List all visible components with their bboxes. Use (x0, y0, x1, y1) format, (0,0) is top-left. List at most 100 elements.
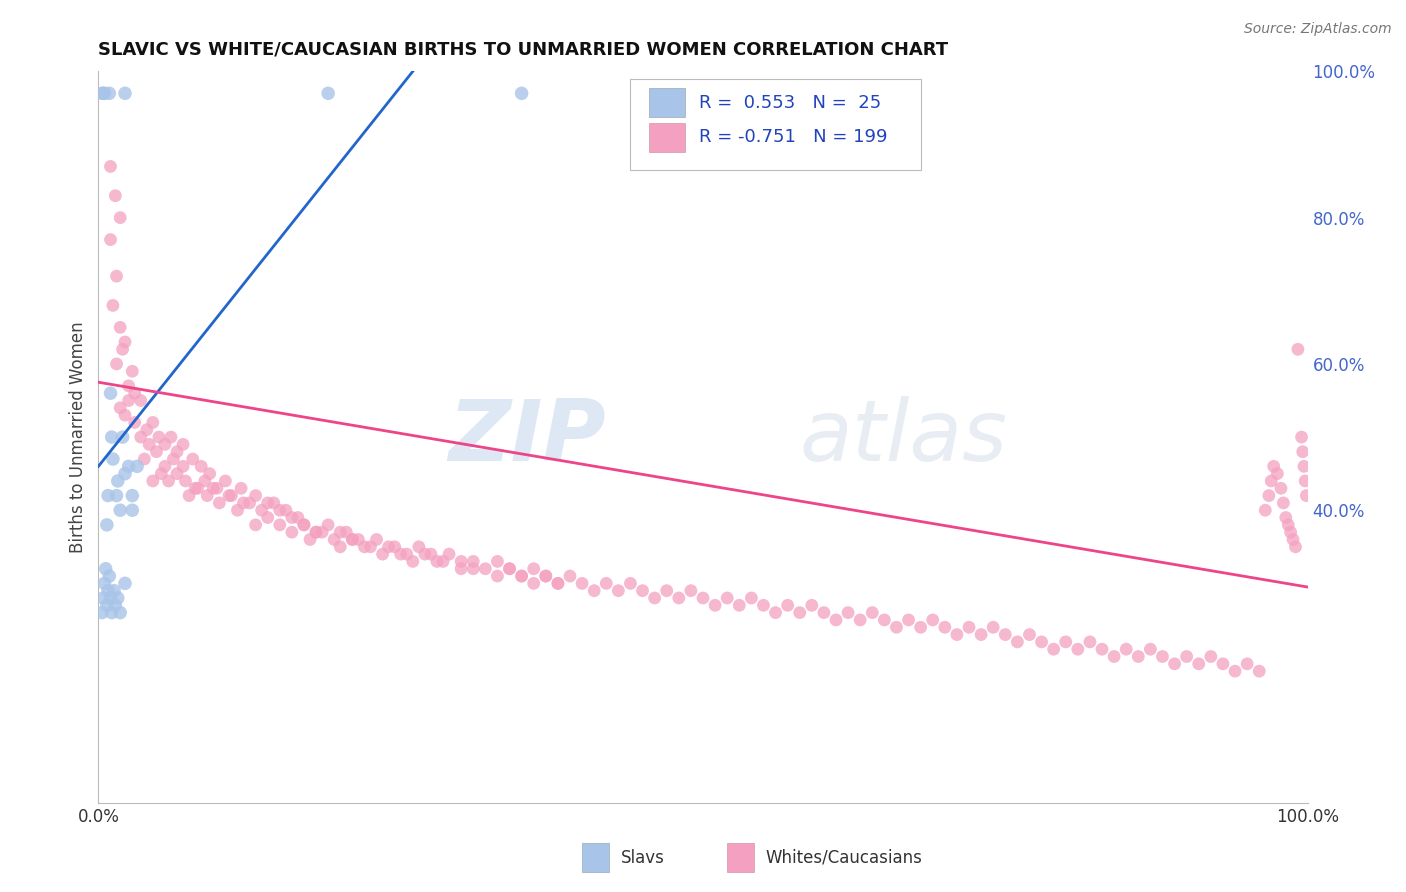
Point (91, 87, 114, 101)
Point (93, 576, 115, 591)
Point (135, 423, 157, 437)
Point (316, 87, 339, 101)
Point (108, 211, 131, 225)
Point (195, 489, 218, 503)
Point (342, 533, 364, 547)
Point (98, 569, 121, 583)
Point (129, 430, 152, 444)
Point (765, 606, 787, 620)
Point (100, 591, 122, 605)
Point (179, 489, 201, 503)
Point (232, 496, 254, 510)
Point (124, 416, 146, 430)
Point (129, 393, 152, 408)
Point (97, 489, 120, 503)
Point (994, 627, 1017, 641)
Point (208, 496, 231, 510)
FancyBboxPatch shape (648, 122, 685, 152)
Point (104, 599, 127, 613)
Point (226, 503, 249, 517)
Point (740, 591, 762, 605)
Point (498, 562, 520, 576)
Point (142, 474, 165, 488)
Point (269, 503, 291, 517)
Point (523, 562, 546, 576)
Point (1091, 642, 1114, 657)
Point (1054, 635, 1077, 649)
Point (100, 430, 122, 444)
Point (970, 627, 993, 641)
Text: Slavs: Slavs (621, 848, 665, 867)
Text: SLAVIC VS WHITE/CAUCASIAN BIRTHS TO UNMARRIED WOMEN CORRELATION CHART: SLAVIC VS WHITE/CAUCASIAN BIRTHS TO UNMA… (98, 41, 949, 59)
Point (96, 517, 118, 532)
Point (1294, 474, 1316, 488)
Point (1270, 481, 1292, 495)
Point (752, 599, 775, 613)
Point (1275, 510, 1298, 524)
Point (1115, 642, 1137, 657)
Point (274, 503, 297, 517)
Point (1223, 664, 1246, 678)
Point (150, 467, 173, 481)
Point (510, 569, 533, 583)
Point (571, 576, 593, 591)
Point (305, 525, 328, 540)
Point (256, 496, 278, 510)
Point (142, 416, 165, 430)
Text: atlas: atlas (800, 395, 1008, 479)
Point (205, 481, 228, 495)
Point (704, 599, 727, 613)
Point (239, 496, 262, 510)
Point (108, 320, 131, 334)
Point (269, 517, 291, 532)
Point (377, 540, 399, 554)
Point (104, 188, 127, 202)
Point (432, 554, 454, 568)
Point (329, 525, 352, 540)
Point (1102, 649, 1125, 664)
Point (1042, 642, 1064, 657)
Point (107, 474, 129, 488)
Point (837, 606, 859, 620)
Point (184, 481, 207, 495)
Point (162, 452, 184, 467)
Point (121, 364, 143, 378)
Point (1263, 459, 1285, 474)
Point (1279, 525, 1302, 540)
Point (716, 591, 738, 605)
Point (1188, 657, 1211, 671)
FancyBboxPatch shape (582, 843, 609, 872)
Point (946, 627, 969, 641)
Point (1295, 489, 1317, 503)
Point (111, 343, 134, 357)
Point (934, 620, 956, 634)
Point (347, 533, 370, 547)
Point (97, 583, 120, 598)
Point (450, 554, 472, 568)
Point (789, 606, 811, 620)
Point (463, 554, 485, 568)
Point (800, 599, 823, 613)
FancyBboxPatch shape (727, 843, 754, 872)
Point (114, 87, 136, 101)
Point (323, 533, 346, 547)
Point (114, 334, 136, 349)
Point (1260, 474, 1282, 488)
Point (153, 459, 176, 474)
Point (655, 583, 678, 598)
FancyBboxPatch shape (648, 88, 685, 118)
Point (157, 474, 180, 488)
FancyBboxPatch shape (630, 78, 921, 170)
Point (644, 591, 666, 605)
Point (1031, 635, 1053, 649)
Point (292, 517, 315, 532)
Point (1128, 649, 1150, 664)
Point (91, 606, 114, 620)
Point (450, 562, 472, 576)
Point (1139, 642, 1161, 657)
Point (287, 510, 309, 524)
Point (121, 489, 143, 503)
Point (100, 160, 122, 174)
Point (91, 87, 114, 101)
Text: Source: ZipAtlas.com: Source: ZipAtlas.com (1244, 22, 1392, 37)
